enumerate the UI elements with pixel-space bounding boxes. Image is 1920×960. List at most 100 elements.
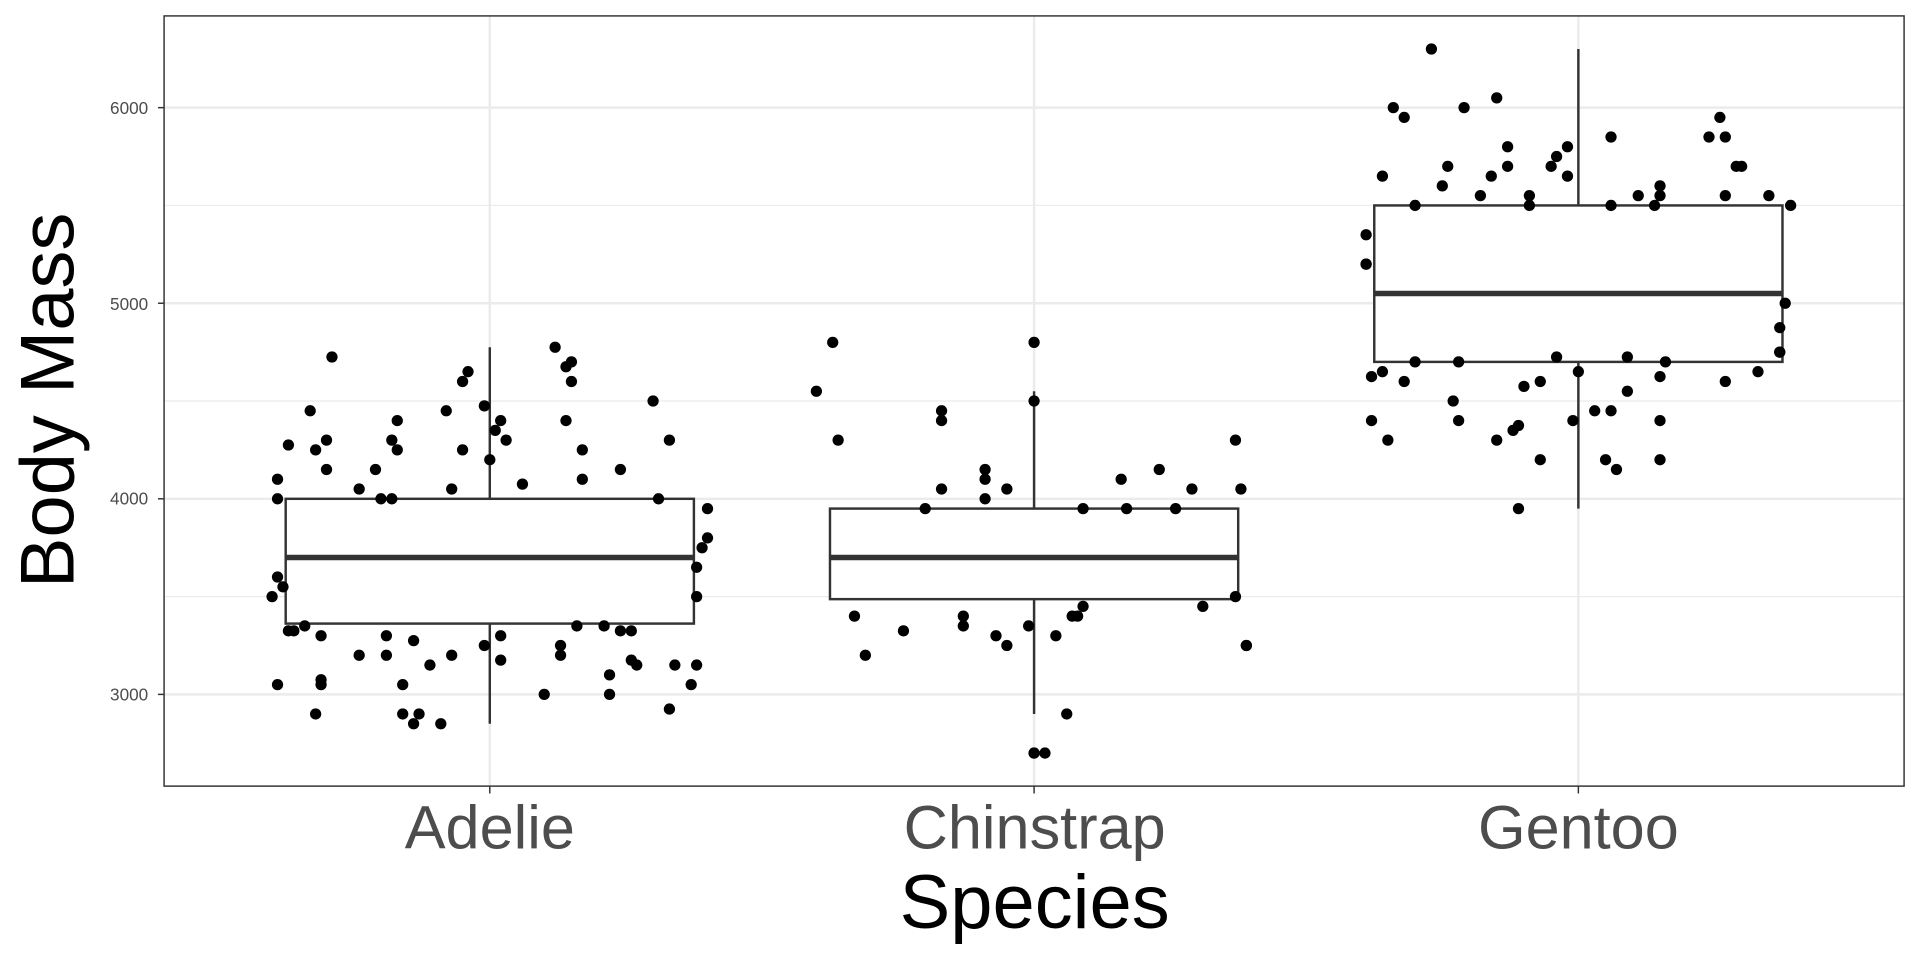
data-point-adelie (456, 444, 469, 456)
data-point-adelie (326, 351, 338, 363)
data-point-gentoo (1501, 141, 1514, 153)
data-point-gentoo (1648, 199, 1661, 212)
data-point-gentoo (1501, 160, 1514, 172)
data-point-gentoo (1474, 190, 1487, 202)
data-point-chinstrap (1023, 620, 1035, 632)
data-point-gentoo (1703, 131, 1715, 143)
data-point-chinstrap (1197, 600, 1209, 613)
data-point-gentoo (1512, 502, 1525, 515)
data-point-adelie (407, 634, 420, 647)
data-point-adelie (369, 463, 382, 476)
data-point-adelie (456, 375, 469, 388)
data-point-adelie (277, 581, 289, 593)
data-point-adelie (690, 561, 703, 573)
data-point-adelie (500, 434, 512, 446)
data-point-adelie (560, 414, 572, 427)
data-point-adelie (266, 590, 278, 603)
data-point-adelie (380, 649, 393, 661)
y-axis-title: Body Mass (5, 213, 90, 588)
data-point-adelie (282, 439, 295, 451)
data-point-chinstrap (979, 473, 991, 485)
data-point-gentoo (1534, 454, 1546, 466)
data-point-adelie (554, 649, 567, 661)
data-point-chinstrap (1039, 747, 1051, 759)
data-point-adelie (495, 414, 507, 427)
data-point-chinstrap (935, 414, 948, 427)
data-point-chinstrap (1001, 483, 1013, 495)
data-point-adelie (603, 688, 616, 701)
data-point-adelie (288, 625, 300, 637)
data-point-adelie (407, 718, 420, 730)
data-point-chinstrap (1169, 502, 1182, 515)
data-point-adelie (652, 493, 665, 505)
data-point-adelie (696, 542, 708, 554)
data-point-adelie (271, 678, 284, 691)
data-point-gentoo (1719, 375, 1731, 388)
data-point-chinstrap (1229, 434, 1242, 446)
data-point-gentoo (1714, 111, 1726, 124)
data-point-adelie (446, 649, 458, 661)
data-point-adelie (304, 405, 316, 417)
data-point-chinstrap (1071, 610, 1084, 622)
data-point-chinstrap (1028, 336, 1040, 348)
boxes (284, 48, 1784, 759)
data-point-gentoo (1447, 395, 1459, 407)
data-point-adelie (478, 400, 490, 412)
data-point-adelie (538, 688, 550, 701)
data-point-adelie (598, 620, 610, 632)
data-point-gentoo (1719, 131, 1731, 143)
y-axis: 3000 4000 5000 6000 (110, 98, 148, 705)
data-point-adelie (320, 463, 333, 476)
box-gentoo (1373, 48, 1784, 509)
data-point-adelie (353, 483, 365, 495)
data-point-adelie (309, 444, 322, 456)
x-tick-label-chinstrap: Chinstrap (904, 794, 1166, 862)
data-point-gentoo (1387, 102, 1399, 114)
data-point-adelie (571, 620, 583, 632)
data-point-adelie (320, 434, 333, 446)
data-points (266, 43, 1797, 759)
data-point-adelie (614, 625, 627, 637)
data-point-gentoo (1523, 190, 1536, 202)
data-point-gentoo (1534, 375, 1546, 388)
data-point-chinstrap (919, 502, 931, 515)
x-tick-label-adelie: Adelie (405, 794, 575, 862)
data-point-adelie (271, 571, 284, 583)
data-point-adelie (353, 649, 365, 661)
data-point-gentoo (1365, 414, 1378, 427)
y-tick-label: 6000 (110, 98, 148, 118)
data-point-adelie (299, 620, 311, 632)
data-point-adelie (391, 444, 403, 456)
data-point-adelie (315, 630, 327, 642)
data-point-gentoo (1523, 199, 1536, 212)
data-point-gentoo (1409, 199, 1421, 212)
data-point-adelie (484, 454, 496, 466)
box-iqr (284, 497, 696, 625)
data-point-adelie (614, 463, 627, 476)
data-point-adelie (701, 502, 714, 515)
data-point-gentoo (1605, 405, 1617, 417)
data-point-adelie (397, 678, 409, 691)
data-point-gentoo (1719, 190, 1731, 202)
data-point-gentoo (1599, 454, 1612, 466)
data-point-gentoo (1654, 370, 1666, 383)
data-point-chinstrap (957, 620, 969, 632)
data-point-gentoo (1452, 414, 1465, 427)
data-point-chinstrap (1229, 590, 1242, 603)
data-point-gentoo (1491, 92, 1503, 104)
data-point-adelie (435, 718, 447, 730)
x-axis: Adelie Chinstrap Gentoo (405, 794, 1679, 862)
data-point-adelie (478, 639, 490, 652)
data-point-adelie (669, 659, 681, 671)
data-point-gentoo (1485, 170, 1497, 182)
data-point-gentoo (1605, 199, 1617, 212)
data-point-gentoo (1398, 375, 1410, 388)
data-point-gentoo (1458, 102, 1470, 114)
data-point-adelie (554, 639, 567, 652)
data-point-chinstrap (990, 630, 1002, 642)
data-point-adelie (386, 493, 398, 505)
data-point-gentoo (1550, 351, 1563, 363)
data-point-adelie (440, 405, 452, 417)
y-tick-label: 5000 (110, 294, 148, 314)
